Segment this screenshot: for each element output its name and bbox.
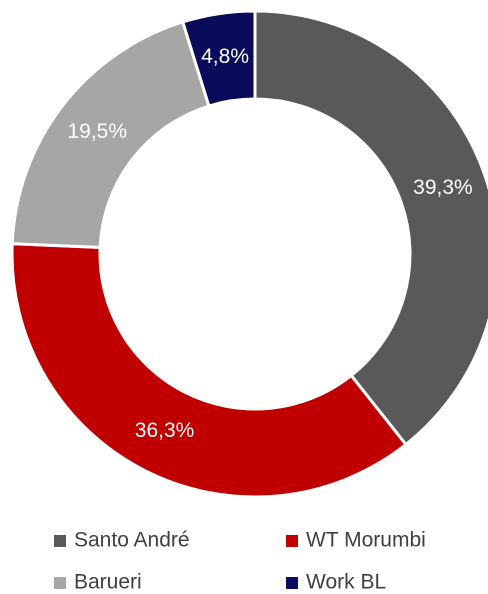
- legend-swatch: [286, 577, 298, 589]
- slice: [10, 242, 408, 499]
- slice: [180, 9, 257, 108]
- slice: [253, 9, 488, 447]
- legend-label: WT Morumbi: [306, 529, 426, 552]
- legend-swatch: [54, 535, 66, 547]
- legend-label: Work BL: [306, 571, 386, 594]
- legend-swatch: [54, 577, 66, 589]
- legend-label: Barueri: [74, 571, 142, 594]
- slice-label: 39,3%: [413, 176, 473, 199]
- slice-label: 19,5%: [67, 120, 127, 143]
- slice-label: 36,3%: [135, 419, 195, 442]
- legend-swatch: [286, 535, 298, 547]
- slice-label: 4,8%: [201, 45, 249, 68]
- legend-label: Santo André: [74, 529, 190, 552]
